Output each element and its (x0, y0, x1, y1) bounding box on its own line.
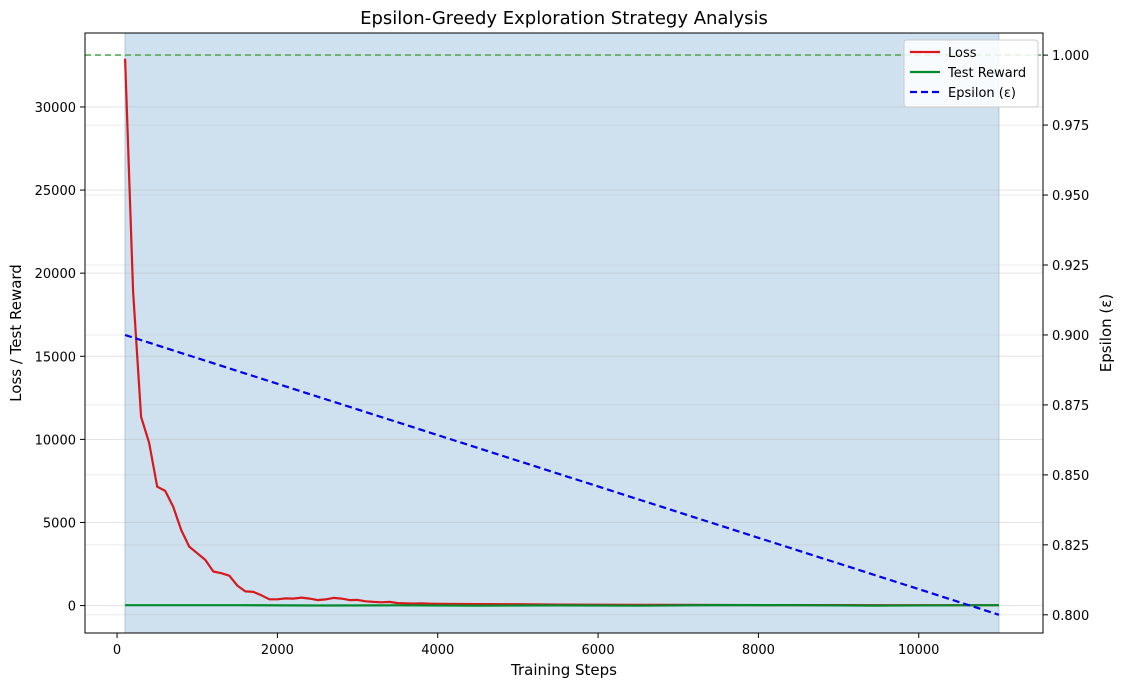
legend-label-1: Test Reward (947, 66, 1026, 81)
series-line-1 (125, 603, 999, 607)
y-left-tick-label-4: 20000 (35, 267, 76, 282)
y-right-tick-label-1: 0.825 (1052, 539, 1089, 554)
chart-title: Epsilon-Greedy Exploration Strategy Anal… (360, 8, 768, 29)
x-tick-label-4: 8000 (742, 643, 775, 658)
y-right-tick-label-3: 0.875 (1052, 399, 1089, 414)
plot-frame (84, 32, 1044, 634)
y-right-tick-label-0: 0.800 (1052, 609, 1089, 624)
y-right-tick-label-2: 0.850 (1052, 469, 1089, 484)
legend-label-2: Epsilon (ε) (948, 86, 1016, 101)
y-right-tick-label-6: 0.950 (1052, 189, 1089, 204)
legend-label-0: Loss (948, 46, 977, 61)
y-left-tick-label-3: 15000 (35, 350, 76, 365)
y-right-tick-label-4: 0.900 (1052, 329, 1089, 344)
x-tick-label-0: 0 (113, 643, 121, 658)
y-right-tick-label-7: 0.975 (1052, 119, 1089, 134)
y-axis-right-title: Epsilon (ε) (1097, 294, 1115, 372)
legend-box (903, 39, 1039, 108)
y-right-tick-label-5: 0.925 (1052, 259, 1089, 274)
y-axis-left-title: Loss / Test Reward (7, 264, 25, 402)
y-left-tick-label-5: 25000 (35, 184, 76, 199)
y-left-tick-label-0: 0 (68, 600, 76, 615)
y-left-tick-label-1: 5000 (43, 516, 76, 531)
x-tick-label-1: 2000 (261, 643, 294, 658)
x-axis-title: Training Steps (510, 661, 617, 679)
x-tick-label-3: 6000 (582, 643, 615, 658)
y-right-tick-label-8: 1.000 (1052, 49, 1089, 64)
y-left-tick-label-2: 10000 (35, 433, 76, 448)
shaded-region (124, 32, 1000, 634)
y-left-tick-label-6: 30000 (35, 101, 76, 116)
x-tick-label-2: 4000 (421, 643, 454, 658)
series-line-0 (124, 58, 999, 607)
series-line-2 (124, 333, 1000, 616)
x-tick-label-5: 10000 (898, 643, 939, 658)
